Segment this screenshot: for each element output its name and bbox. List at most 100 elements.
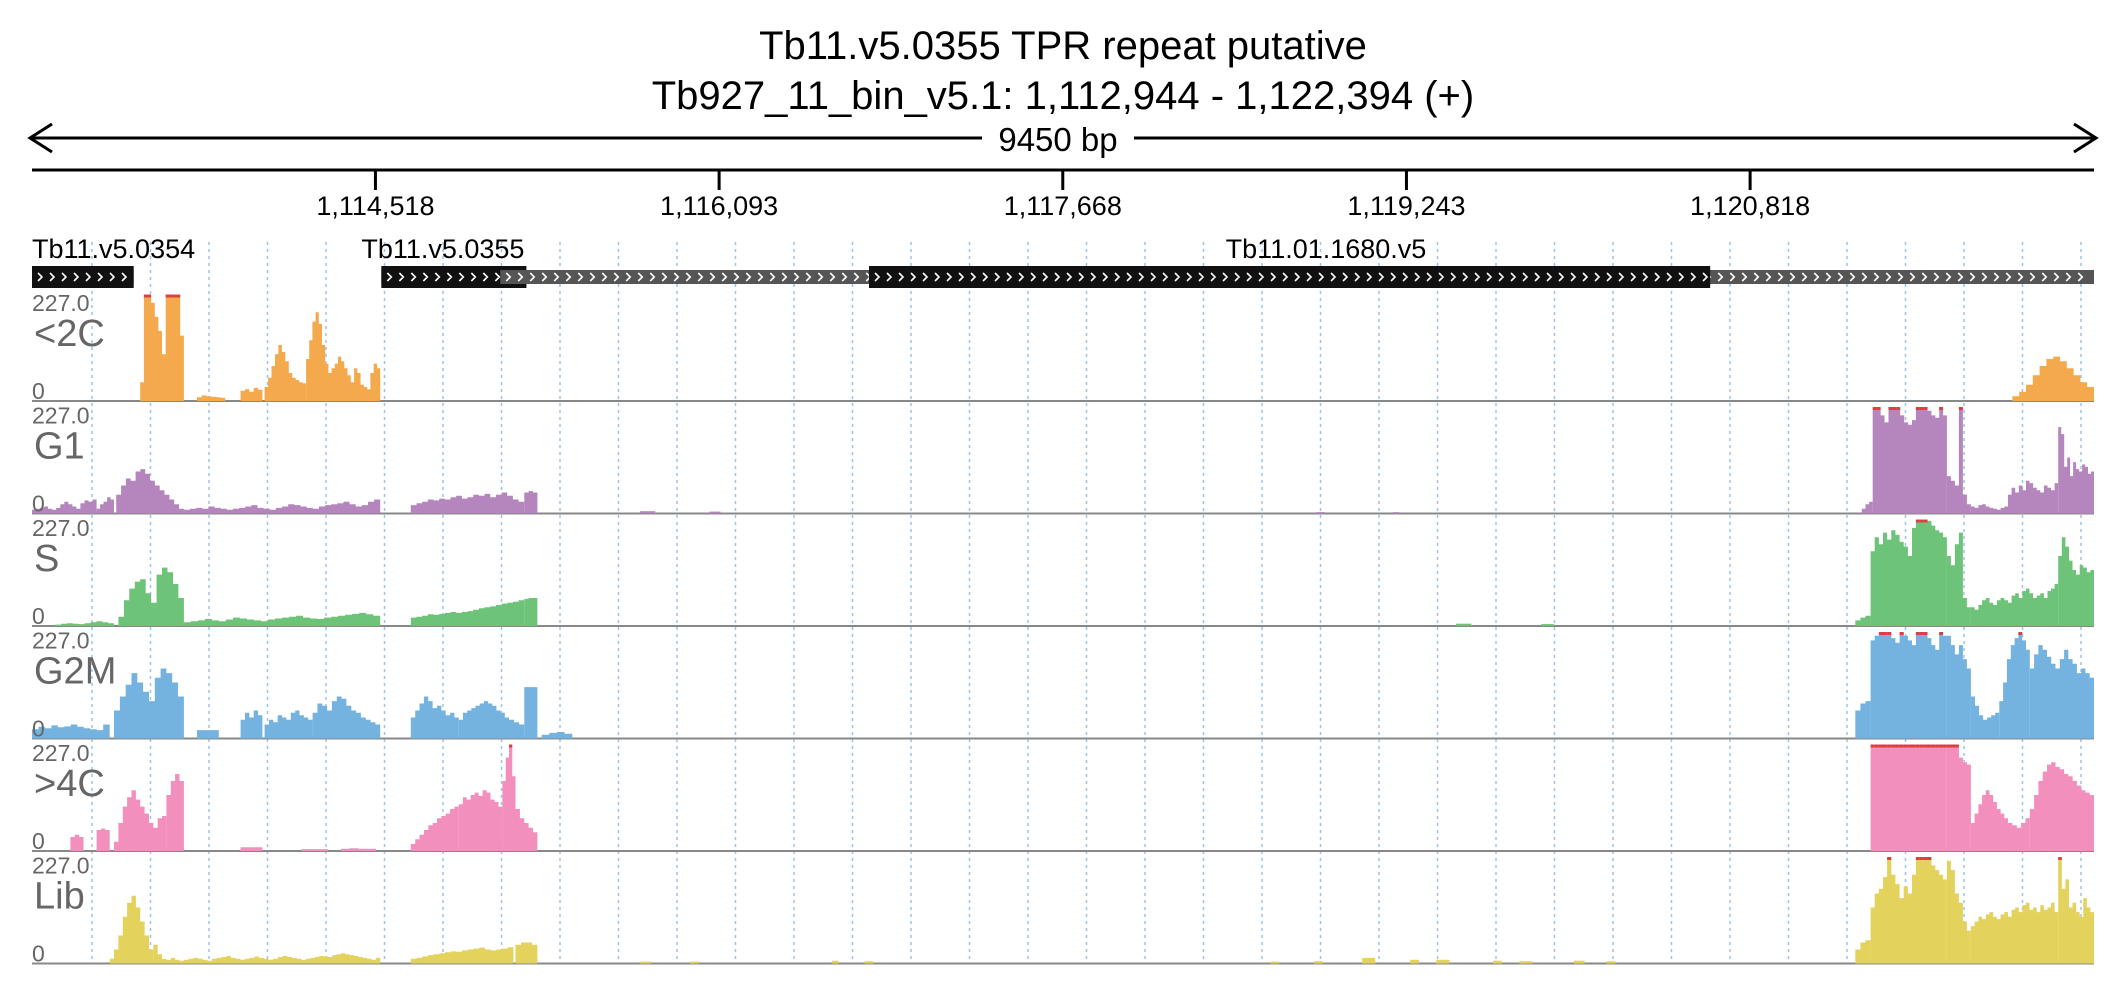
track-min-label: 0 <box>32 716 45 742</box>
coverage-track: 227.0<2C 0 <box>32 290 2094 404</box>
coverage-area <box>1855 701 1871 739</box>
gene-model[interactable]: Tb11.01.1680.v5 <box>500 234 2094 288</box>
coverage-area <box>240 710 263 739</box>
coverage-area <box>301 849 328 851</box>
coverage-area <box>96 828 110 851</box>
gene-cds <box>32 266 134 288</box>
coverage-area <box>1912 857 1947 964</box>
coverage-area <box>183 956 307 964</box>
track-min-label: 0 <box>32 491 45 517</box>
coverage-area <box>2008 584 2059 626</box>
span-arrow-right-icon <box>2073 122 2099 154</box>
coverage-area <box>1946 532 1971 626</box>
coverage-area <box>264 710 313 739</box>
track-max-label: 227.0 <box>32 515 90 541</box>
coverage-area <box>183 612 381 626</box>
coverage-area <box>312 696 381 739</box>
coverage-area <box>32 499 97 514</box>
coverage-area <box>306 312 348 401</box>
coverage-area <box>2008 480 2059 514</box>
track-min-label: 0 <box>32 828 45 854</box>
track-max-label: 227.0 <box>32 853 90 879</box>
gene-title: Tb11.v5.0355 TPR repeat putative <box>759 24 1367 68</box>
coverage-area <box>1316 512 1326 514</box>
track-min-label: 0 <box>32 941 45 967</box>
coverage-area <box>1999 632 2030 739</box>
axis-tick-label: 1,114,518 <box>316 191 434 221</box>
coverage-area <box>1870 857 1912 964</box>
coverage-area <box>1861 501 1873 514</box>
coverage-area <box>32 724 110 739</box>
coverage-area <box>341 848 376 851</box>
coverage-area <box>1855 615 1871 626</box>
track-name: <2C <box>34 313 105 355</box>
span-arrow-left-icon <box>27 122 53 154</box>
coverage-area <box>240 847 263 851</box>
track-max-label: 227.0 <box>32 628 90 654</box>
gene-model[interactable]: Tb11.v5.0355 <box>361 234 527 288</box>
coverage-area <box>264 345 307 401</box>
span-label-bg <box>982 120 1134 156</box>
coverage-area <box>1970 598 2008 626</box>
coverage-area <box>1606 961 1616 964</box>
track-min-label: 0 <box>32 603 45 629</box>
coverage-area <box>1392 512 1400 514</box>
span-label: 9450 bp <box>998 121 1117 158</box>
coverage-area <box>639 961 651 964</box>
strand-arrows <box>874 272 1709 282</box>
coverage-area <box>166 774 184 851</box>
axis-tick-label: 1,119,243 <box>1347 191 1465 221</box>
coverage-area <box>114 790 167 851</box>
coverage-area <box>1946 635 1971 739</box>
coverage-area <box>709 511 721 514</box>
coverage-area <box>96 497 114 514</box>
gene-model[interactable]: Tb11.v5.0354 <box>32 234 195 288</box>
track-name: >4C <box>34 763 105 805</box>
coverage-area <box>1456 623 1472 626</box>
coverage-area <box>509 719 525 739</box>
coverage-area <box>240 387 263 401</box>
track-max-label: 227.0 <box>32 290 90 316</box>
coverage-area <box>1870 632 1912 739</box>
coordinate-axis: 1,114,518 1,116,093 1,117,668 1,119,243 1,12… <box>32 168 2094 221</box>
coverage-area <box>502 745 516 851</box>
coverage-area <box>1912 407 1947 514</box>
coverage-area <box>1946 860 1971 964</box>
coverage-area <box>118 567 184 626</box>
coverage-area <box>1912 520 1947 626</box>
coverage-area <box>690 961 699 964</box>
coverage-area <box>410 806 459 851</box>
track-name: S <box>34 538 59 580</box>
coverage-area <box>410 600 525 626</box>
coverage-area <box>515 942 538 964</box>
axis-tick-label: 1,120,818 <box>1690 191 1810 221</box>
coverage-area <box>116 469 184 514</box>
coverage-area <box>140 295 184 401</box>
coverage-area <box>2058 857 2094 964</box>
strand-arrows <box>37 272 128 282</box>
coverage-area <box>1970 504 2008 514</box>
locus-title: Tb927_11_bin_v5.1: 1,112,944 - 1,122,394… <box>651 74 1475 118</box>
coverage-area <box>1870 745 1912 851</box>
coverage-area <box>1362 957 1376 964</box>
coverage-area <box>458 790 503 851</box>
coverage-area <box>55 621 114 626</box>
coverage-area <box>197 395 226 401</box>
coverage-area <box>2029 762 2094 851</box>
coverage-area <box>639 511 656 514</box>
coverage-area <box>2012 356 2094 401</box>
coverage-area <box>197 730 219 739</box>
coverage-track: 227.0G1 0 <box>32 403 2094 517</box>
coverage-area <box>2008 818 2030 851</box>
coverage-area <box>541 732 573 739</box>
track-min-label: 0 <box>32 378 45 404</box>
coverage-area <box>524 687 538 739</box>
coverage-area <box>410 492 525 514</box>
coverage-area <box>864 961 874 964</box>
coverage-area <box>1872 407 1912 514</box>
coverage-area <box>1270 961 1280 964</box>
gene-label: Tb11.v5.0355 <box>361 234 524 264</box>
coverage-area <box>410 696 459 739</box>
track-name: Lib <box>34 876 85 918</box>
